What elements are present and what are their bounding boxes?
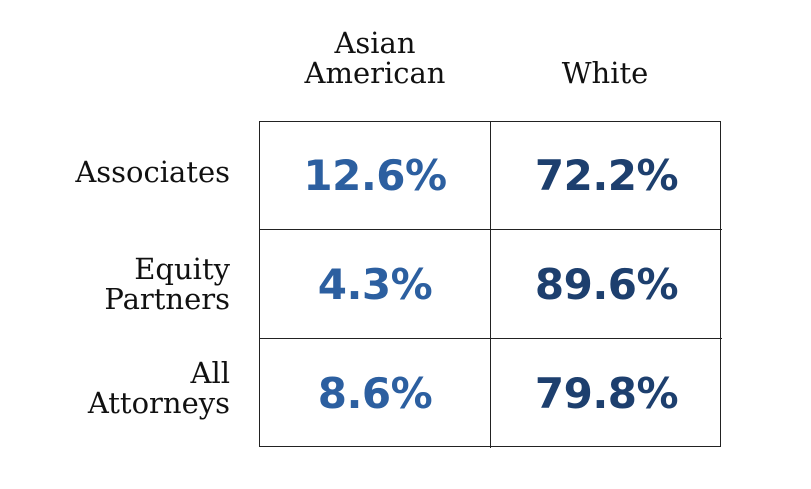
cell-all-attorneys-asian-american: 8.6% xyxy=(260,339,491,448)
column-header-white: White xyxy=(561,56,649,90)
cell-equity-partners-asian-american: 4.3% xyxy=(260,230,491,339)
cell-equity-partners-white: 89.6% xyxy=(491,230,722,339)
row-header-associates: Associates xyxy=(75,155,230,189)
row-header-all-attorneys: All Attorneys xyxy=(87,356,230,420)
cell-associates-white: 72.2% xyxy=(491,122,722,230)
table-grid: 12.6% 72.2% 4.3% 89.6% 8.6% 79.8% xyxy=(259,121,722,448)
column-header-asian-american: Asian American xyxy=(304,26,446,90)
cell-associates-asian-american: 12.6% xyxy=(260,122,491,230)
cell-all-attorneys-white: 79.8% xyxy=(534,369,679,418)
row-header-equity-partners: Equity Partners xyxy=(104,252,230,316)
